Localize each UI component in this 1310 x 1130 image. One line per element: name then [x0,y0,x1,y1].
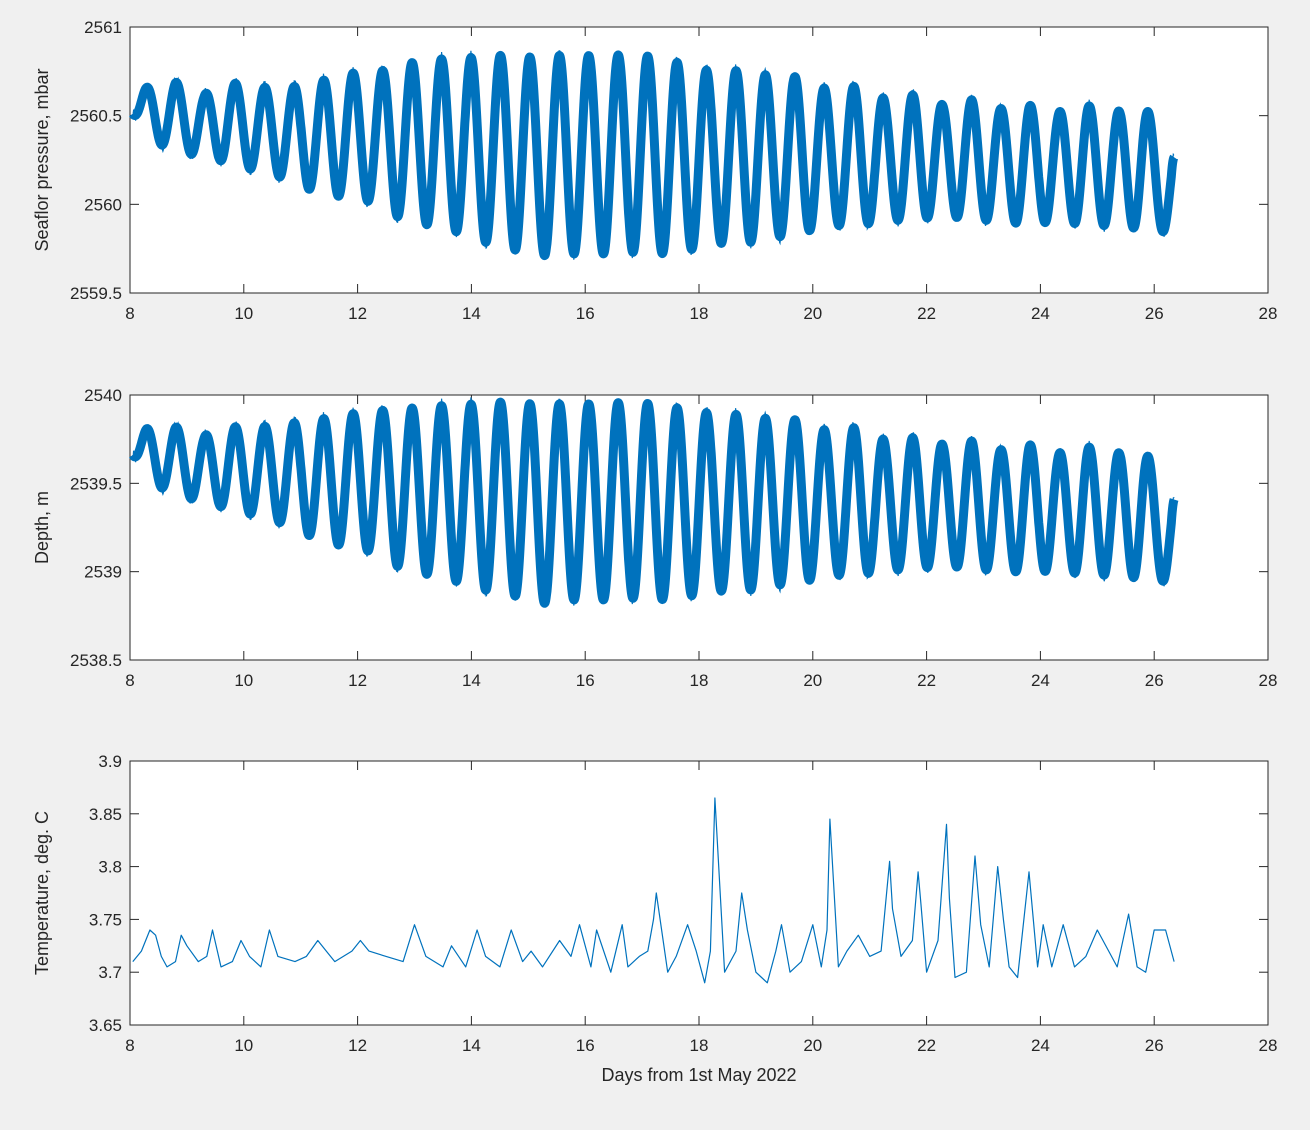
temperature-ytick-label: 3.9 [98,752,122,771]
depth-xtick-label: 10 [234,671,253,690]
temperature-xtick-label: 26 [1145,1036,1164,1055]
pressure-xtick-label: 26 [1145,304,1164,323]
temperature-xtick-label: 28 [1259,1036,1278,1055]
temperature-xtick-label: 16 [576,1036,595,1055]
pressure-ytick-label: 2561 [84,18,122,37]
depth-xtick-label: 24 [1031,671,1050,690]
depth-ytick-label: 2539.5 [70,474,122,493]
pressure-ytick-label: 2560 [84,195,122,214]
temperature-xtick-label: 8 [125,1036,134,1055]
temperature-xtick-label: 22 [917,1036,936,1055]
pressure-xtick-label: 18 [690,304,709,323]
pressure-xtick-label: 20 [803,304,822,323]
temperature-ytick-label: 3.8 [98,858,122,877]
depth-ylabel: Depth, m [32,491,52,564]
pressure-subplot: 8 10 12 14 16 18 20 22 24 26 28 2559.5 2560 2560.5 256… [32,18,1277,323]
temperature-subplot: 8 10 12 14 16 18 20 22 24 26 28 3.65 3.7 3.75 3.8 3.85 3… [32,752,1277,1085]
depth-xtick-label: 14 [462,671,481,690]
temperature-xtick-label: 14 [462,1036,481,1055]
pressure-xtick-label: 24 [1031,304,1050,323]
temperature-ytick-label: 3.65 [89,1016,122,1035]
depth-xtick-label: 20 [803,671,822,690]
temperature-xtick-label: 24 [1031,1036,1050,1055]
temperature-series-line [132,797,1175,984]
pressure-xtick-label: 16 [576,304,595,323]
depth-xtick-label: 26 [1145,671,1164,690]
depth-ytick-label: 2540 [84,386,122,405]
depth-xtick-label: 8 [125,671,134,690]
pressure-xtick-label: 12 [348,304,367,323]
pressure-xtick-label: 8 [125,304,134,323]
temperature-xtick-label: 10 [234,1036,253,1055]
temperature-xlabel: Days from 1st May 2022 [601,1065,796,1085]
temperature-ytick-label: 3.85 [89,805,122,824]
temperature-ylabel: Temperature, deg. C [32,811,52,975]
temperature-xtick-label: 18 [690,1036,709,1055]
temperature-ytick-label: 3.7 [98,963,122,982]
pressure-xtick-label: 28 [1259,304,1278,323]
depth-xtick-label: 28 [1259,671,1278,690]
depth-xtick-label: 18 [690,671,709,690]
depth-xtick-label: 22 [917,671,936,690]
pressure-xtick-label: 10 [234,304,253,323]
pressure-ytick-label: 2560.5 [70,107,122,126]
pressure-ytick-label: 2559.5 [70,284,122,303]
depth-ytick-label: 2539 [84,563,122,582]
temperature-axes-frame [129,760,1269,1026]
pressure-ylabel: Seaflor pressure, mbar [32,68,52,251]
depth-series-noise [132,397,1175,607]
depth-ytick-label: 2538.5 [70,651,122,670]
temperature-xtick-label: 12 [348,1036,367,1055]
depth-subplot: 8 10 12 14 16 18 20 22 24 26 28 2538.5 2539 2539.5 254… [32,386,1277,690]
pressure-xtick-label: 14 [462,304,481,323]
pressure-xtick-label: 22 [917,304,936,323]
temperature-xtick-label: 20 [803,1036,822,1055]
depth-xtick-label: 12 [348,671,367,690]
depth-xtick-label: 16 [576,671,595,690]
pressure-series-noise [132,50,1175,260]
temperature-ytick-label: 3.75 [89,910,122,929]
